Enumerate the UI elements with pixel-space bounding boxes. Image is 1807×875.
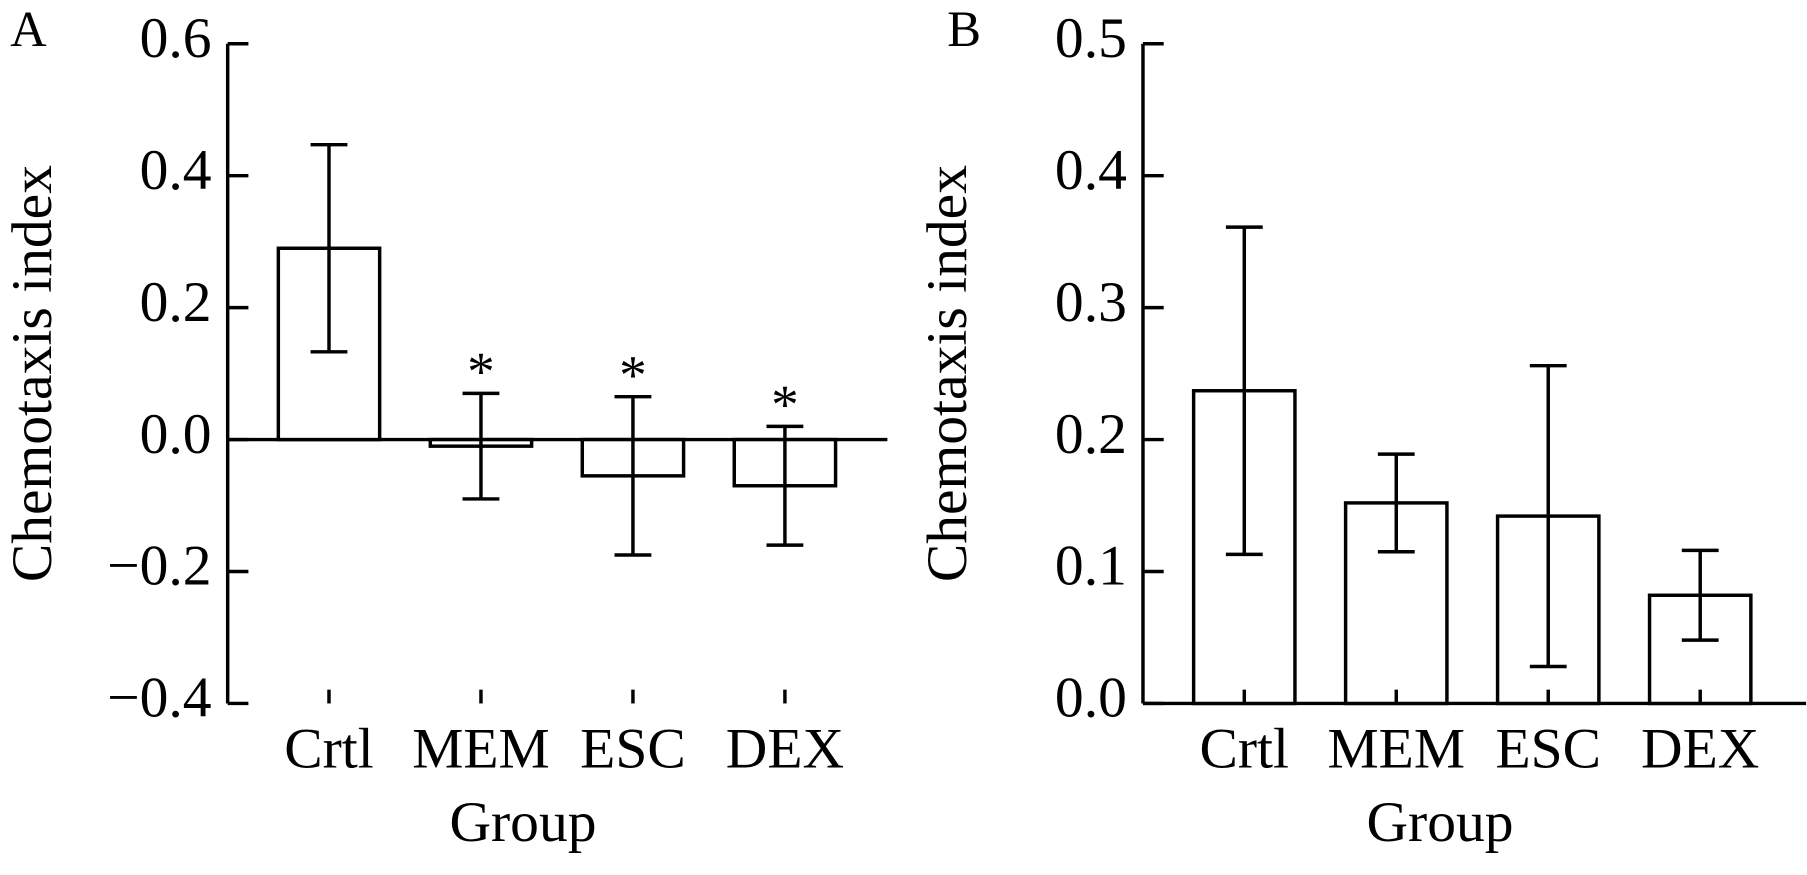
panel-label: A xyxy=(10,1,47,57)
y-axis-label: Chemotaxis index xyxy=(1,165,64,582)
x-axis-label: Group xyxy=(1366,791,1513,854)
x-tick-label: MEM xyxy=(1328,717,1466,780)
error-bar xyxy=(614,394,652,557)
y-tick-label: 0.0 xyxy=(140,403,212,466)
x-tick-label: Crtl xyxy=(284,717,374,780)
x-tick-label: DEX xyxy=(1641,717,1759,780)
y-tick-label: 0.2 xyxy=(140,271,212,334)
error-bar xyxy=(1377,452,1415,554)
error-bar xyxy=(766,424,804,547)
x-tick-label: MEM xyxy=(412,717,550,780)
x-axis-label: Group xyxy=(449,791,596,854)
y-tick-label: −0.4 xyxy=(107,667,211,730)
y-tick-label: 0.5 xyxy=(1055,7,1127,70)
error-bar xyxy=(310,142,348,354)
x-tick-label: ESC xyxy=(1495,717,1601,780)
annotation: * xyxy=(771,374,799,435)
y-tick-label: −0.2 xyxy=(107,535,211,598)
y-tick-label: 0.4 xyxy=(1055,139,1127,202)
y-tick-label: 0.2 xyxy=(1055,403,1127,466)
x-tick-label: DEX xyxy=(726,717,844,780)
error-bar xyxy=(1681,548,1719,642)
x-tick-label: Crtl xyxy=(1200,717,1290,780)
x-tick-label: ESC xyxy=(580,717,686,780)
error-bar xyxy=(1529,363,1567,669)
y-tick-label: 0.1 xyxy=(1055,535,1127,598)
annotation: * xyxy=(467,341,495,402)
y-tick-label: 0.3 xyxy=(1055,271,1127,334)
y-tick-label: 0.0 xyxy=(1055,667,1127,730)
y-axis-label: Chemotaxis index xyxy=(916,165,979,582)
annotation: * xyxy=(619,344,647,405)
error-bar xyxy=(1225,225,1263,557)
y-tick-label: 0.4 xyxy=(140,139,212,202)
y-tick-label: 0.6 xyxy=(140,7,212,70)
panel-label: B xyxy=(947,1,981,57)
error-bar xyxy=(462,391,500,501)
